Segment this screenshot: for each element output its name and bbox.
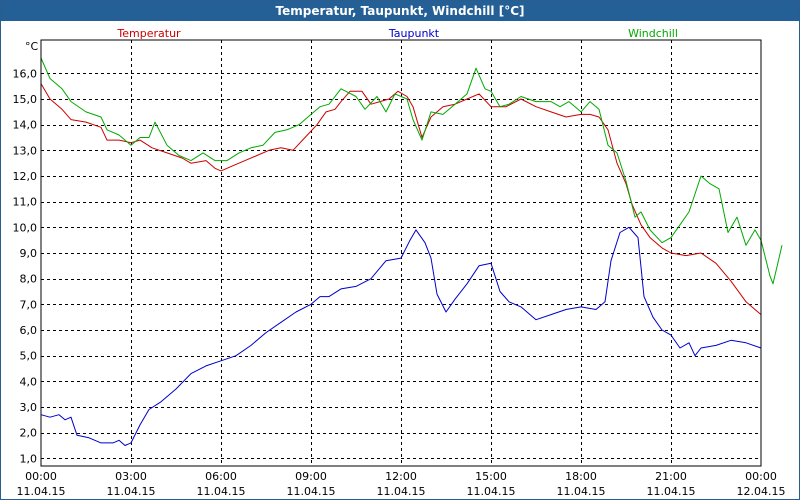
x-tick-time-label: 00:00 (745, 470, 777, 483)
y-tick-labels: 1,0 2,0 3,0 4,0 5,0 6,0 7,0 8,0 9,0 10,0 11,0 12,0 1… (13, 67, 38, 465)
legend-entry-windchill: Windchill (628, 27, 678, 40)
y-tick-label: 4,0 (20, 375, 38, 388)
y-tick-label: 7,0 (20, 298, 38, 311)
y-tick-label: 2,0 (20, 427, 38, 440)
y-tick-label: 11,0 (13, 196, 38, 209)
x-tick-date-label: 11.04.15 (107, 485, 156, 498)
x-tick-time-label: 12:00 (385, 470, 417, 483)
x-tick-date-label: 11.04.15 (377, 485, 426, 498)
y-axis-unit-label: °C (25, 40, 39, 53)
x-tick-time-label: 06:00 (205, 470, 237, 483)
x-tick-time-label: 00:00 (25, 470, 57, 483)
y-tick-label: 8,0 (20, 273, 38, 286)
x-tick-date-label: 11.04.15 (467, 485, 516, 498)
y-tick-label: 9,0 (20, 247, 38, 260)
y-tick-label: 3,0 (20, 401, 38, 414)
x-tick-time-label: 15:00 (475, 470, 507, 483)
x-tick-date-label: 11.04.15 (557, 485, 606, 498)
series-line-taupunkt (40, 226, 762, 446)
y-tick-label: 6,0 (20, 324, 38, 337)
legend-entry-taupunkt: Taupunkt (388, 27, 440, 40)
y-tick-label: 1,0 (20, 452, 38, 465)
x-tick-date-label: 11.04.15 (197, 485, 246, 498)
x-tick-time-label: 18:00 (565, 470, 597, 483)
x-tick-time-label: 03:00 (115, 470, 147, 483)
x-tick-date-label: 11.04.15 (647, 485, 696, 498)
y-tick-label: 12,0 (13, 170, 38, 183)
y-tick-label: 16,0 (13, 67, 38, 80)
x-tick-date-label: 12.04.15 (737, 485, 786, 498)
y-tick-label: 5,0 (20, 350, 38, 363)
legend: Temperatur Taupunkt Windchill (116, 27, 678, 40)
x-tick-date-label: 11.04.15 (287, 485, 336, 498)
chart-title: Temperatur, Taupunkt, Windchill [°C] (1, 1, 799, 21)
y-tick-label: 10,0 (13, 221, 38, 234)
grid-lines (41, 40, 761, 466)
x-tick-labels: 00:00 11.04.15 03:00 11.04.15 06:00 11.04.15 0… (17, 470, 786, 498)
plot-border (40, 39, 762, 467)
x-tick-time-label: 21:00 (655, 470, 687, 483)
y-tick-label: 13,0 (13, 144, 38, 157)
x-tick-time-label: 09:00 (295, 470, 327, 483)
series-line-windchill (40, 57, 783, 285)
y-tick-label: 14,0 (13, 119, 38, 132)
x-tick-date-label: 11.04.15 (17, 485, 66, 498)
series-lines (40, 57, 783, 446)
legend-entry-temperatur: Temperatur (116, 27, 181, 40)
y-tick-label: 15,0 (13, 93, 38, 106)
